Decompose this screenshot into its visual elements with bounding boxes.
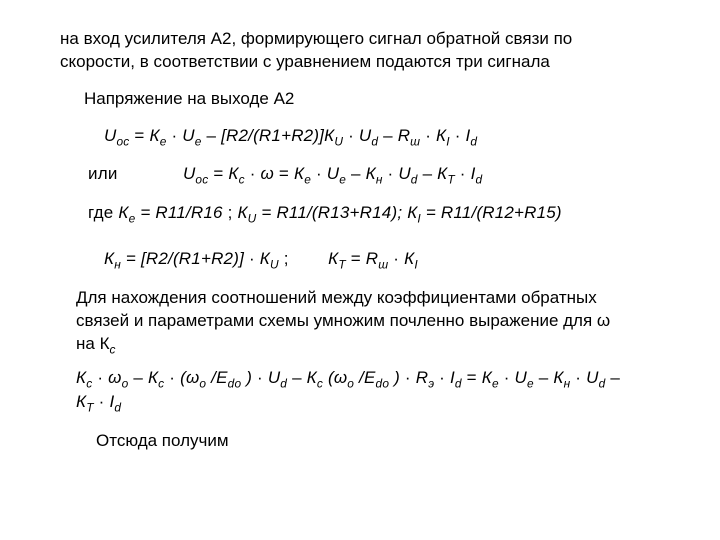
equation-2-row: или Uос = Кс · ω = Ке · Uе – Кн · Ud – К…	[88, 163, 680, 187]
or-label: или	[88, 163, 178, 186]
intro-line-2: скорости, в соответствии с уравнением по…	[60, 52, 550, 71]
intro-paragraph: на вход усилителя А2, формирующего сигна…	[60, 28, 680, 74]
heading-a2: Напряжение на выходе А2	[84, 88, 680, 111]
equation-4: Кн = [R2/(R1+R2)] · КU ; КТ = Rш · КI	[104, 248, 680, 272]
slide-body: на вход усилителя А2, формирующего сигна…	[0, 0, 720, 540]
where-prefix: где	[88, 203, 118, 222]
equation-1: Uос = Ке · Uе – [R2/(R1+R2)]КU · Ud – Rш…	[104, 125, 680, 149]
equation-5: Кс · ωо – Кс · (ωо /Еdo ) · Ud – Кс (ωо …	[76, 367, 680, 416]
intro-line-1: на вход усилителя А2, формирующего сигна…	[60, 29, 572, 48]
paragraph-2: Для нахождения соотношений между коэффиц…	[76, 287, 680, 357]
equation-3-where: где Ке = R11/R16 ; КU = R11/(R13+R14); К…	[88, 202, 680, 226]
closing-line: Отсюда получим	[96, 430, 680, 453]
